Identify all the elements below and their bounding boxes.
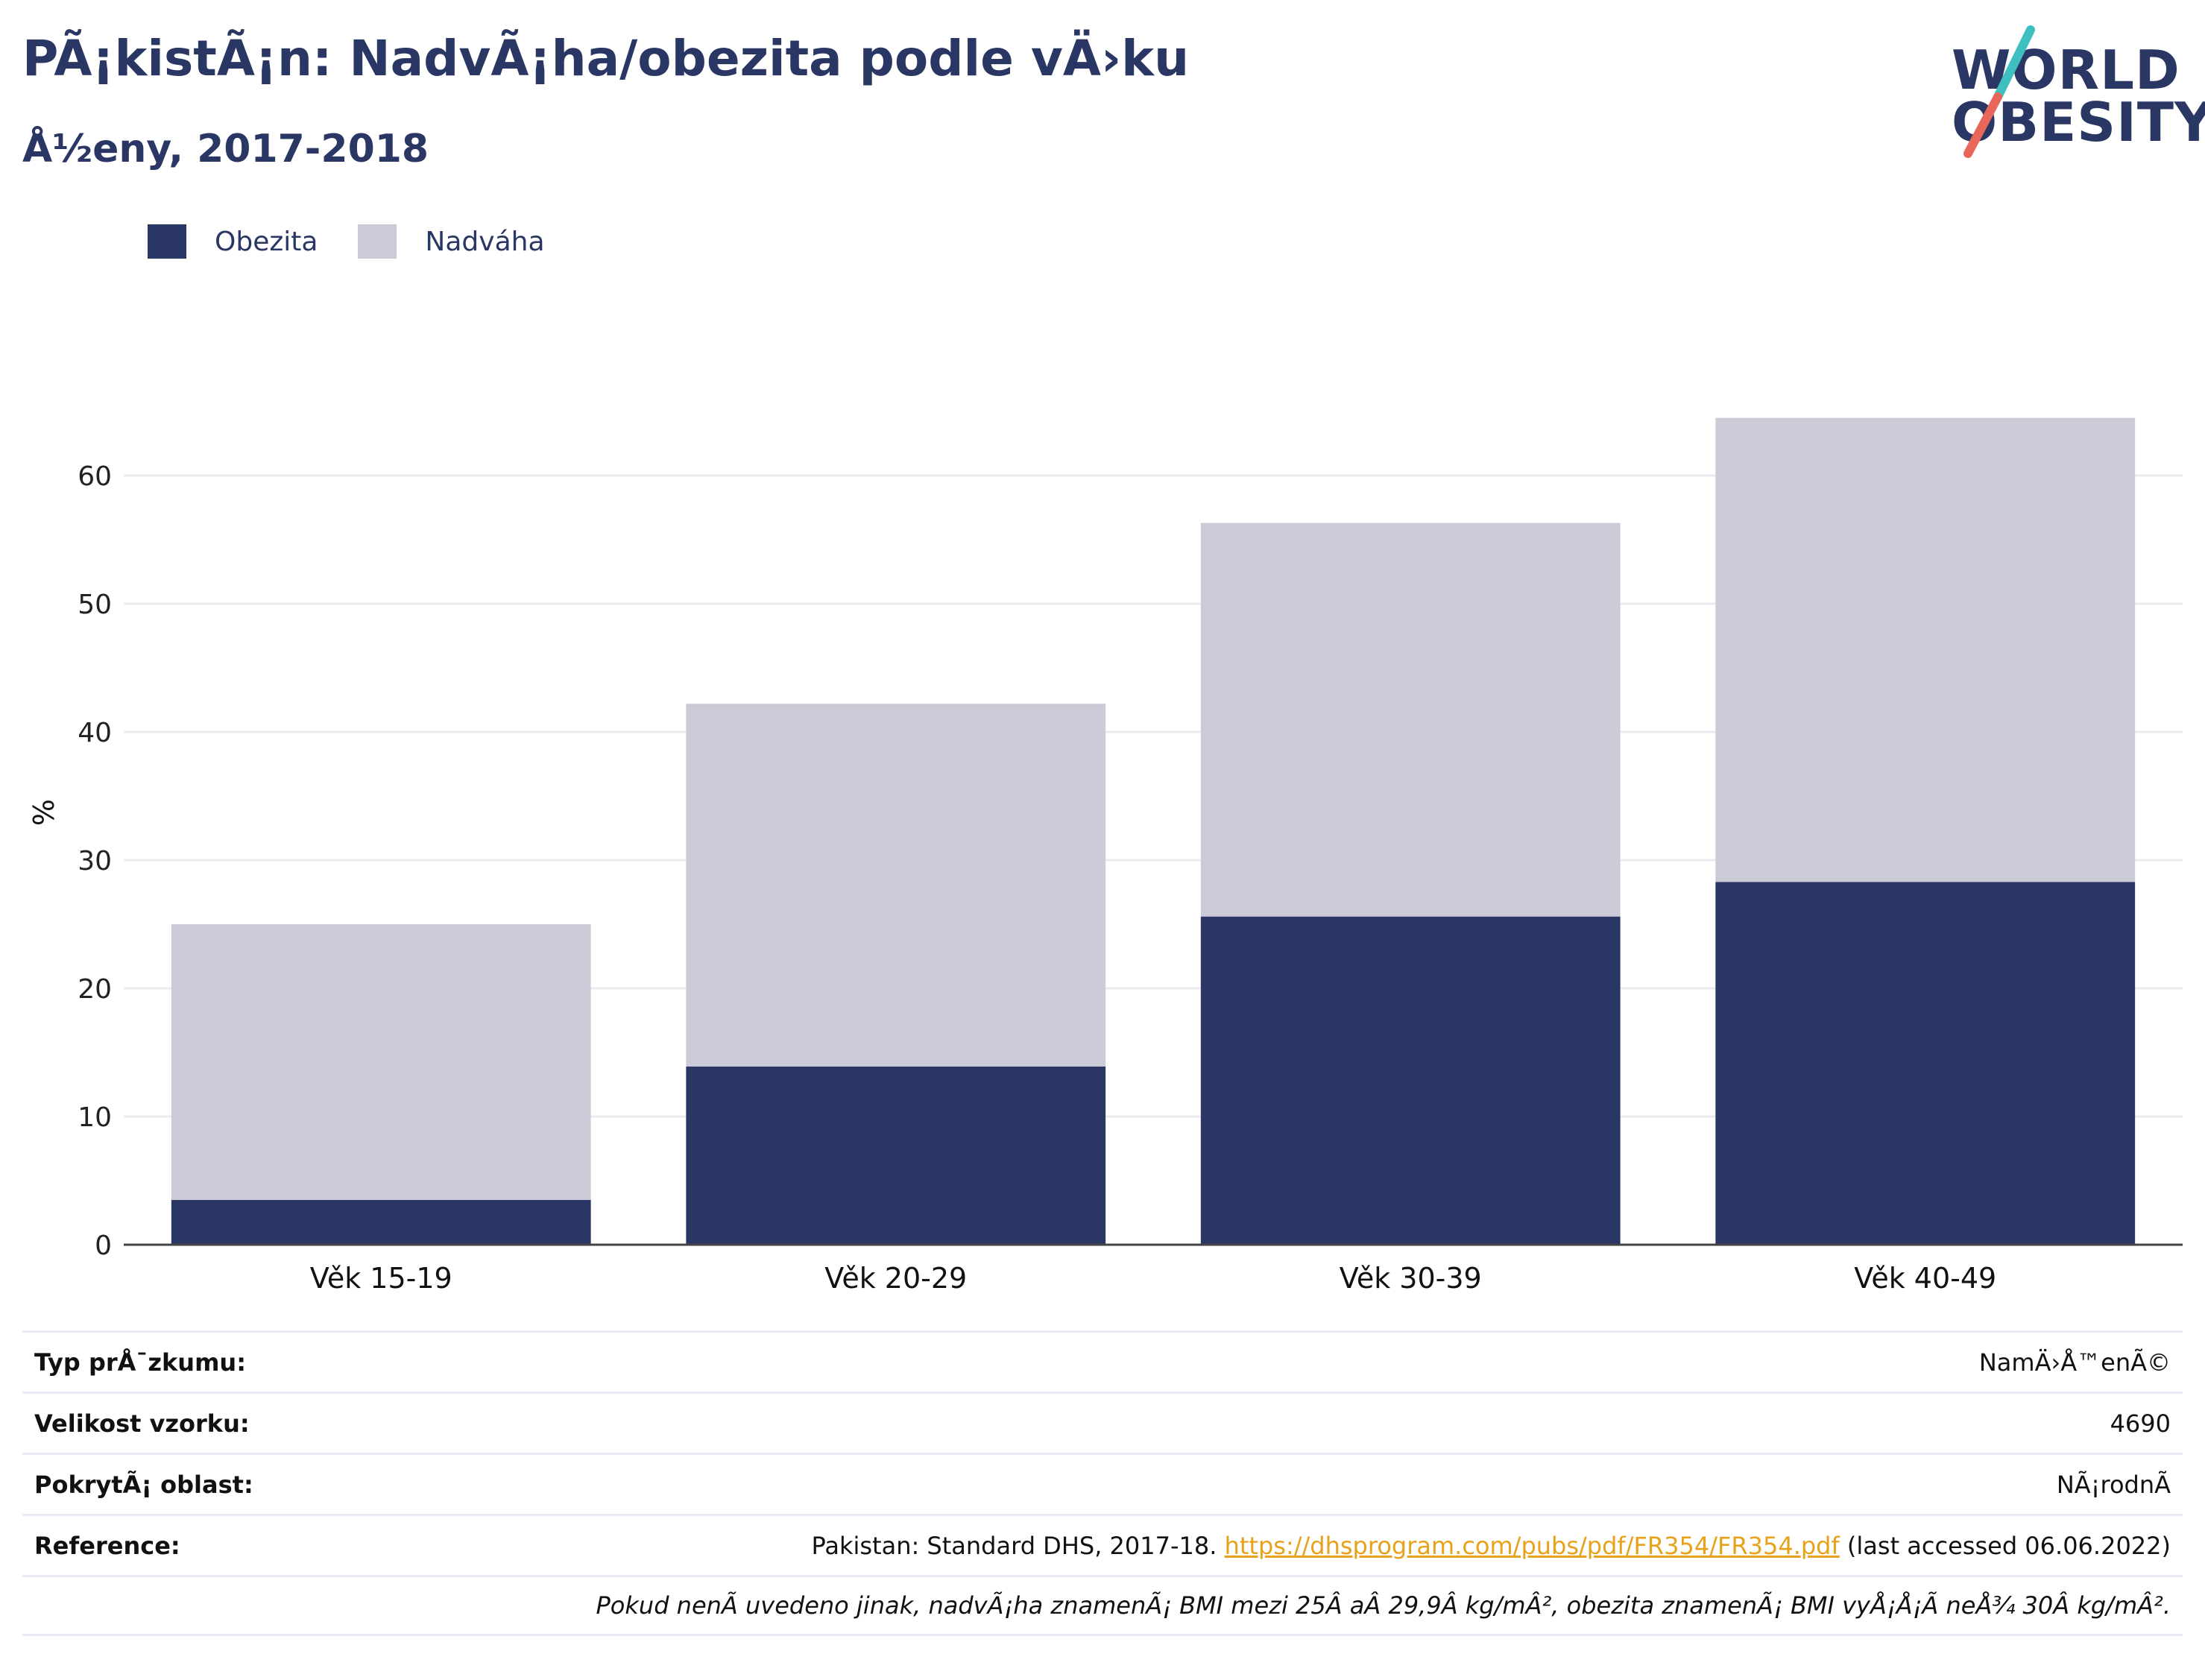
x-tick-label: Věk 15-19 xyxy=(310,1262,452,1295)
y-tick-label: 0 xyxy=(95,1231,112,1261)
info-value: NÃ¡rodnÃ xyxy=(2056,1470,2171,1499)
logo-slash-icon xyxy=(1963,25,2035,158)
info-value: NamÄ›Å™enÃ© xyxy=(1978,1348,2171,1377)
y-axis-label: % xyxy=(28,799,60,826)
stacked-bar-chart: 0 10 20 30 40 50 60% Věk 15-19 Věk 20-29 Věk 30-3… xyxy=(28,417,2183,1295)
reference-value: Pakistan: Standard DHS, 2017-18. https:/… xyxy=(811,1532,2171,1560)
y-tick-label: 10 xyxy=(78,1102,112,1133)
x-tick-label: Věk 40-49 xyxy=(1854,1262,1996,1295)
logo-text-world: WORLD xyxy=(1952,39,2180,101)
bar-obezita xyxy=(1715,882,2136,1245)
bar-obezita xyxy=(686,1066,1106,1245)
bar-obezita xyxy=(1200,916,1621,1245)
info-row-survey-type: Typ prÅ¯zkumu: NamÄ›Å™enÃ© xyxy=(22,1330,2183,1392)
bar-obezita xyxy=(171,1199,591,1245)
y-tick-label: 40 xyxy=(78,718,112,748)
y-tick-label: 50 xyxy=(78,590,112,620)
bmi-definition-note: Pokud nenÃ uvedeno jinak, nadvÃ¡ha zname… xyxy=(22,1575,2183,1636)
info-label: Reference: xyxy=(34,1531,180,1560)
info-value: 4690 xyxy=(2110,1409,2171,1438)
info-label: PokrytÃ¡ oblast: xyxy=(34,1470,253,1499)
info-label: Typ prÅ¯zkumu: xyxy=(34,1348,246,1377)
y-tick-label: 60 xyxy=(78,461,112,492)
chart-title: PÃ¡kistÃ¡n: NadvÃ¡ha/obezita podle vÄ›ku xyxy=(22,30,1190,87)
legend-label-obezita: Obezita xyxy=(215,226,318,257)
bar-nadvaha xyxy=(686,704,1106,1067)
legend-item-nadvaha: Nadváha xyxy=(358,224,545,259)
chart-subtitle: Å½eny, 2017-2018 xyxy=(22,127,429,171)
bar-nadvaha xyxy=(1200,522,1621,917)
chart-legend: Obezita Nadváha xyxy=(148,221,585,262)
y-tick-label: 30 xyxy=(78,846,112,877)
legend-label-nadvaha: Nadváha xyxy=(425,226,545,257)
info-row-reference: Reference: Pakistan: Standard DHS, 2017-… xyxy=(22,1514,2183,1575)
bar-nadvaha xyxy=(171,924,591,1200)
legend-swatch-obezita xyxy=(148,224,186,259)
y-tick-label: 20 xyxy=(78,974,112,1005)
info-label: Velikost vzorku: xyxy=(34,1409,250,1438)
info-row-area-covered: PokrytÃ¡ oblast: NÃ¡rodnÃ xyxy=(22,1453,2183,1514)
x-tick-label: Věk 20-29 xyxy=(824,1262,967,1295)
legend-item-obezita: Obezita xyxy=(148,224,318,259)
x-tick-label: Věk 30-39 xyxy=(1340,1262,1482,1295)
world-obesity-logo: WORLD OBESITY xyxy=(1938,22,2205,164)
reference-suffix: (last accessed 06.06.2022) xyxy=(1846,1531,2171,1560)
info-row-sample-size: Velikost vzorku: 4690 xyxy=(22,1392,2183,1453)
reference-link[interactable]: https://dhsprogram.com/pubs/pdf/FR354/FR… xyxy=(1224,1531,1840,1560)
reference-prefix: Pakistan: Standard DHS, 2017-18. xyxy=(811,1531,1217,1560)
legend-swatch-nadvaha xyxy=(358,224,397,259)
bar-nadvaha xyxy=(1715,417,2136,882)
survey-info-table: Typ prÅ¯zkumu: NamÄ›Å™enÃ© Velikost vzor… xyxy=(22,1330,2183,1636)
